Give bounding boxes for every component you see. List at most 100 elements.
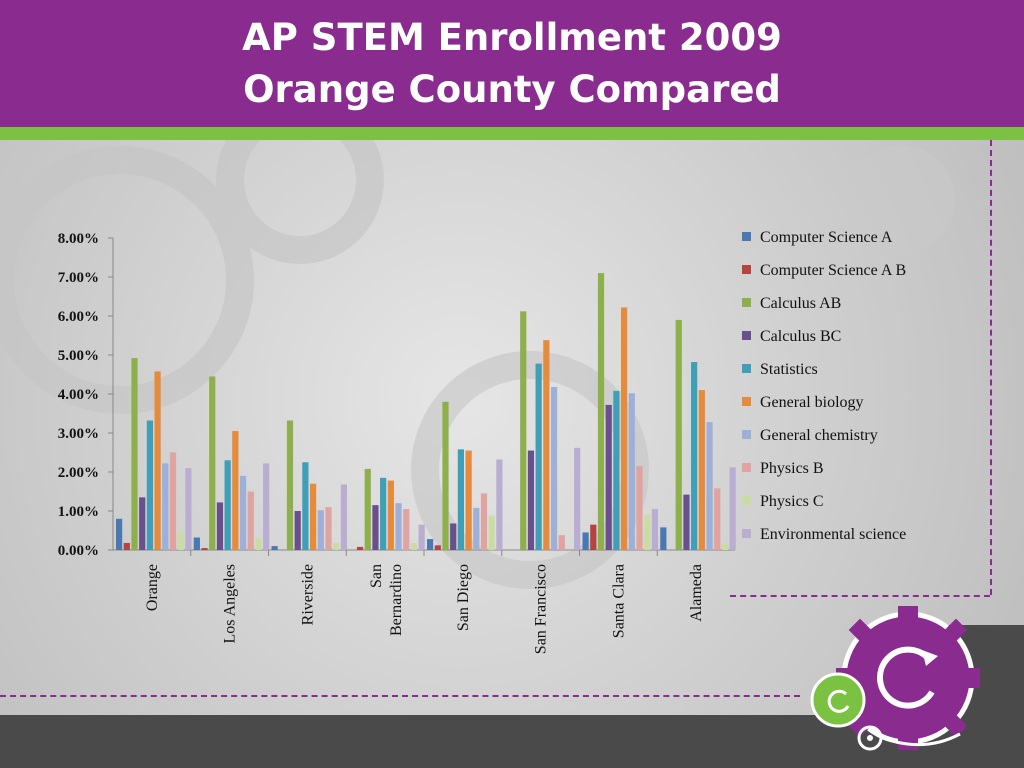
small-gear-icon: [857, 725, 883, 751]
accent-rule: [0, 127, 1024, 140]
bar-statistics: [535, 363, 542, 550]
legend-swatch: [742, 397, 751, 406]
enrollment-bar-chart: 0.00% 1.00% 2.00% 3.00% 4.00% 5.00% 6.00% 7.00%…: [58, 229, 906, 654]
y-tick-label: 7.00%: [58, 270, 99, 286]
bar-calculus-bc: [294, 511, 301, 550]
gear-logo: [810, 606, 980, 751]
legend-label: General chemistry: [760, 427, 878, 444]
y-tick-label: 2.00%: [58, 465, 99, 481]
bar-general-chemistry: [550, 386, 558, 550]
bar-computer-science-a: [271, 546, 278, 550]
bar-physics-c: [255, 538, 262, 550]
bar-calculus-bc: [450, 523, 457, 550]
bar-environmental-science: [729, 467, 736, 550]
legend-label: Physics B: [760, 460, 824, 477]
slide-title-line2: Orange County Compared: [243, 68, 781, 111]
bar-general-biology: [621, 307, 628, 550]
legend-label: Computer Science A: [760, 229, 893, 246]
bar-general-biology: [310, 483, 317, 550]
bar-physics-c: [177, 531, 184, 550]
bar-computer-science-a: [427, 539, 434, 550]
bar-calculus-ab: [442, 401, 449, 550]
bar-environmental-science: [340, 484, 347, 550]
bar-general-biology: [154, 371, 161, 550]
bar-calculus-ab: [286, 420, 294, 550]
legend-label: General biology: [760, 394, 864, 411]
legend-label: Calculus AB: [760, 295, 841, 312]
bar-calculus-ab: [597, 273, 605, 550]
arrow-icon: [895, 732, 961, 747]
bar-physics-c: [410, 542, 418, 550]
bar-calculus-bc: [527, 450, 535, 550]
bar-calculus-bc: [605, 404, 612, 550]
bar-statistics: [380, 477, 387, 550]
bar-environmental-science: [496, 459, 503, 550]
x-category-label: Orange: [144, 564, 161, 611]
bar-computer-science-a: [193, 537, 200, 550]
bar-physics-b: [403, 509, 410, 550]
x-category-label: Santa Clara: [610, 564, 627, 638]
bar-calculus-bc: [683, 494, 690, 550]
bar-environmental-science: [185, 468, 192, 550]
legend-swatch: [742, 529, 751, 538]
bar-computer-science-a-b: [590, 524, 597, 550]
bar-computer-science-a: [660, 527, 667, 550]
bar-calculus-ab: [520, 311, 527, 550]
legend-swatch: [742, 298, 751, 307]
bar-general-chemistry: [395, 503, 402, 550]
y-tick-label: 0.00%: [58, 543, 99, 559]
y-tick-label: 5.00%: [58, 348, 99, 364]
bar-physics-c: [488, 515, 495, 550]
x-category-label: Alameda: [688, 564, 705, 622]
x-category-label: Los Angeles: [222, 564, 239, 644]
bar-environmental-science: [263, 463, 270, 550]
bar-physics-b: [714, 488, 721, 550]
bar-general-chemistry: [473, 507, 480, 550]
bar-computer-science-a-b: [201, 548, 208, 550]
purple-gear-icon: [836, 606, 980, 750]
y-tick-label: 1.00%: [58, 504, 99, 520]
bar-general-biology: [465, 450, 472, 550]
bar-computer-science-a-b: [123, 542, 130, 550]
green-gear-icon: [810, 672, 866, 728]
dashed-border-lower: [0, 695, 800, 697]
x-category-label: San Francisco: [533, 564, 550, 654]
legend-swatch: [742, 496, 751, 505]
gear-background: [0, 96, 1024, 715]
legend-label: Computer Science A B: [760, 262, 906, 279]
bar-general-biology: [698, 390, 705, 550]
y-tick-label: 3.00%: [58, 426, 99, 442]
legend-label: Physics C: [760, 493, 824, 510]
bar-physics-c: [644, 514, 651, 550]
legend-label: Calculus BC: [760, 328, 841, 345]
bar-environmental-science: [651, 509, 658, 550]
bar-computer-science-a: [116, 518, 123, 550]
bar-computer-science-a-b: [356, 546, 364, 550]
bar-calculus-bc: [139, 497, 146, 550]
bar-general-chemistry: [628, 393, 635, 550]
bar-computer-science-a: [582, 532, 589, 550]
bar-statistics: [457, 449, 464, 550]
bar-calculus-ab: [675, 319, 682, 550]
slide-title-line1: AP STEM Enrollment 2009: [242, 16, 782, 59]
legend-label: Environmental science: [760, 526, 906, 543]
bar-calculus-ab: [364, 468, 371, 550]
dashed-border-bottom: [730, 595, 990, 597]
bar-general-chemistry: [239, 475, 247, 550]
bar-physics-c: [721, 544, 729, 550]
bar-physics-b: [558, 535, 565, 550]
bar-physics-b: [247, 491, 254, 550]
bar-physics-b: [325, 507, 332, 550]
bar-general-biology: [232, 431, 239, 550]
bar-environmental-science: [574, 447, 581, 550]
bar-calculus-bc: [372, 505, 379, 550]
legend-swatch: [742, 331, 751, 340]
legend-swatch: [742, 265, 751, 274]
bar-statistics: [613, 390, 620, 550]
x-category-label: Riverside: [299, 564, 316, 625]
bar-computer-science-a-b: [434, 545, 441, 550]
bar-general-chemistry: [706, 422, 713, 550]
header-bar: AP STEM Enrollment 2009 Orange County Co…: [0, 0, 1024, 127]
bar-physics-b: [636, 466, 643, 550]
bar-calculus-ab: [131, 358, 138, 550]
